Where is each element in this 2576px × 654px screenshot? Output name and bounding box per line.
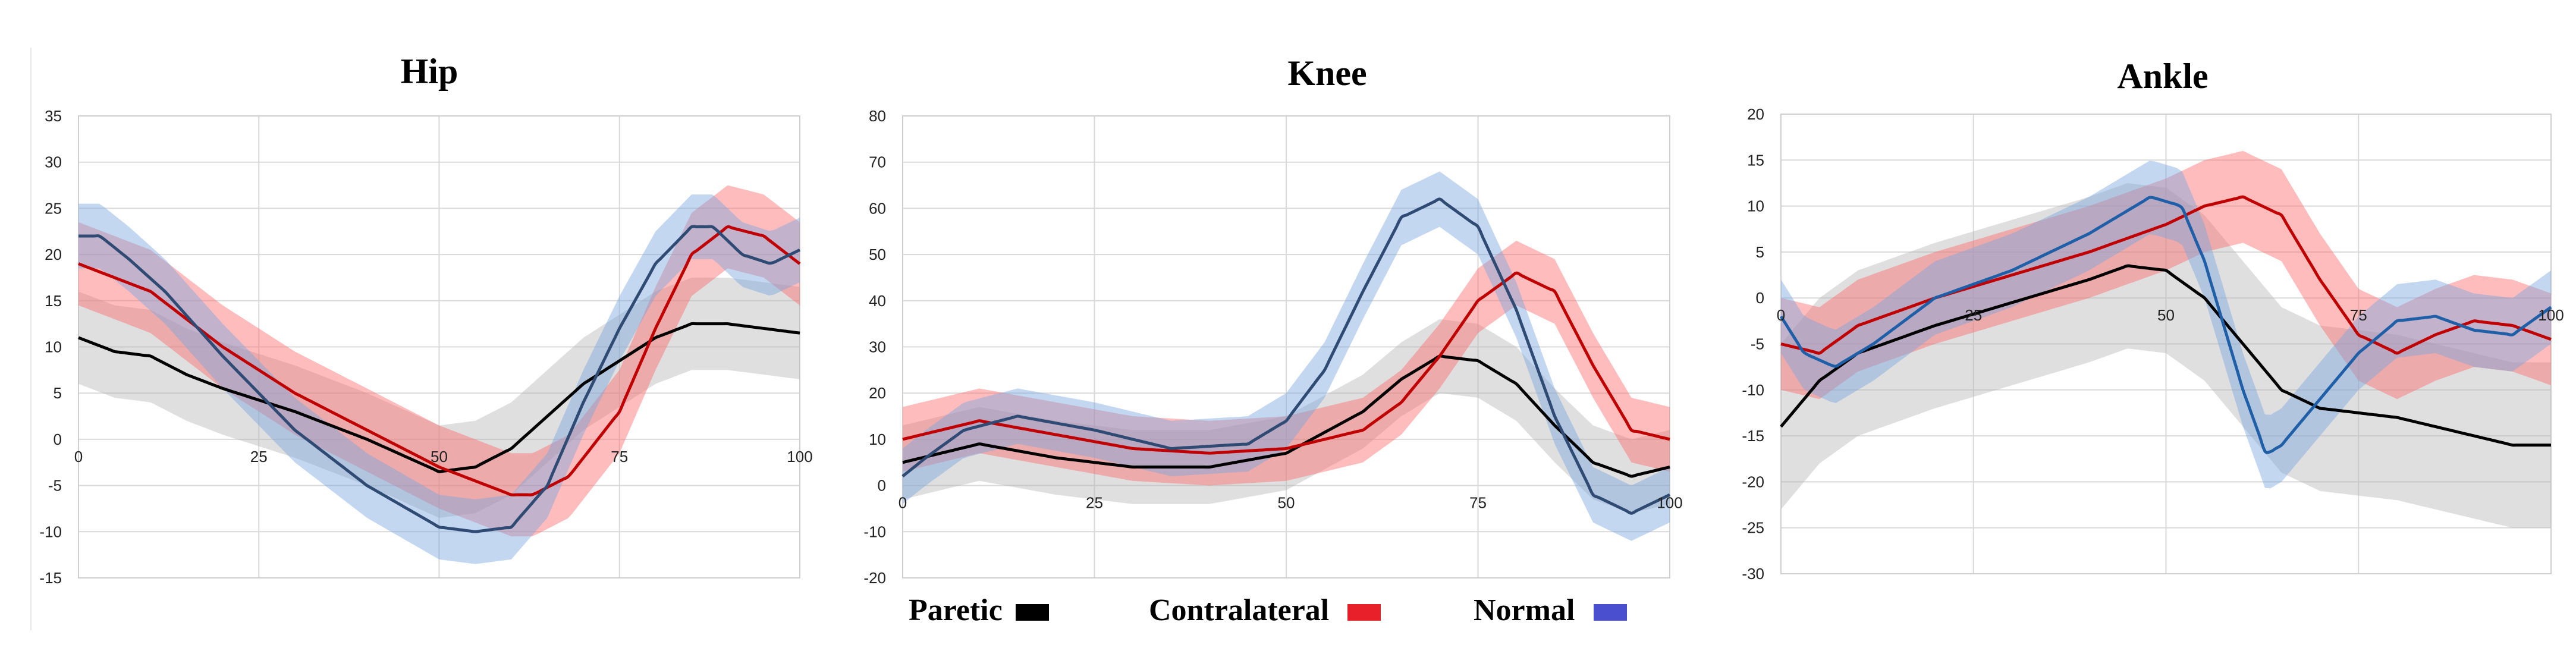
x-tick-label: 50 <box>431 448 448 466</box>
line-paretic <box>902 354 1670 478</box>
y-tick-label: -20 <box>863 569 886 587</box>
legend-label-paretic: Paretic <box>909 593 1003 627</box>
panel-hip: Hip -15 -10 -5 0 5 10 15 20 25 30 35 0 25 50 75 100 <box>39 52 812 587</box>
y-tick-label: -10 <box>1742 381 1764 399</box>
band-normal <box>78 194 800 564</box>
y-tick-label: 20 <box>1747 105 1764 123</box>
y-tick-label: 0 <box>1756 289 1764 307</box>
line-paretic <box>1780 264 2551 447</box>
x-tick-label: 100 <box>1657 494 1682 512</box>
band-contralateral <box>1781 150 2551 400</box>
y-tick-label: -5 <box>48 477 62 495</box>
y-tick-label: 15 <box>1747 151 1764 169</box>
legend-swatch-normal <box>1594 604 1627 621</box>
x-tick-label: 0 <box>899 494 907 512</box>
y-tick-label: -10 <box>39 523 62 540</box>
band-paretic <box>903 319 1670 514</box>
legend-swatch-contralateral <box>1347 604 1381 621</box>
x-tick-label: 0 <box>1777 306 1785 324</box>
y-tick-label: 10 <box>869 430 886 448</box>
line-paretic <box>78 322 800 473</box>
y-tick-label: -15 <box>39 569 62 587</box>
x-tick-label: 100 <box>787 448 812 466</box>
x-tick-label: 75 <box>1469 494 1487 512</box>
legend: Paretic Contralateral Normal <box>909 593 1627 627</box>
line-contralateral <box>902 271 1670 455</box>
y-tick-label: -5 <box>1751 335 1764 353</box>
y-tick-label: 20 <box>45 246 62 263</box>
y-tick-label: 10 <box>45 338 62 356</box>
y-tick-label: -15 <box>1742 427 1764 445</box>
x-tick-label: 0 <box>74 448 83 466</box>
chart-title: Knee <box>1287 54 1366 93</box>
y-tick-label: 35 <box>45 107 62 125</box>
band-normal <box>903 171 1670 541</box>
x-tick-label: 50 <box>1278 494 1295 512</box>
legend-label-contralateral: Contralateral <box>1149 593 1329 627</box>
chart-title: Ankle <box>2117 56 2208 96</box>
y-tick-label: 50 <box>869 246 886 263</box>
line-normal <box>901 197 1671 515</box>
y-tick-label: 60 <box>869 199 886 217</box>
y-tick-label: -25 <box>1742 519 1764 537</box>
band-contralateral <box>78 185 800 537</box>
x-tick-label: 75 <box>611 448 628 466</box>
y-tick-label: 25 <box>45 199 62 217</box>
y-tick-label: 0 <box>54 430 62 448</box>
x-tick-label: 25 <box>250 448 268 466</box>
panel-knee: Knee -20 -10 0 10 20 30 40 50 60 70 80 0 25 50 75 100 <box>863 54 1682 587</box>
chart-title: Hip <box>401 52 458 91</box>
line-normal <box>1779 196 2552 454</box>
band-paretic <box>1781 183 2551 528</box>
line-contralateral <box>1780 195 2552 355</box>
plot-frame <box>78 115 800 578</box>
y-tick-label: 10 <box>1747 197 1764 215</box>
band-paretic <box>78 277 800 518</box>
y-tick-label: 5 <box>54 384 62 402</box>
legend-label-normal: Normal <box>1474 593 1575 627</box>
x-tick-label: 75 <box>2350 306 2367 324</box>
y-tick-label: -10 <box>863 523 886 540</box>
y-tick-label: 40 <box>869 292 886 310</box>
x-tick-label: 50 <box>2157 306 2175 324</box>
y-tick-label: 0 <box>878 477 886 495</box>
legend-swatch-paretic <box>1016 604 1049 621</box>
y-tick-label: 30 <box>45 153 62 171</box>
y-tick-label: 20 <box>869 384 886 402</box>
y-tick-label: 80 <box>869 107 886 125</box>
y-tick-label: 30 <box>869 338 886 356</box>
plot-frame <box>902 115 1670 578</box>
x-tick-label: 25 <box>1086 494 1103 512</box>
panel-ankle: Ankle -30 -25 -20 -15 -10 -5 0 5 10 15 20 0 25 50 75 100 <box>1742 56 2564 583</box>
x-tick-label: 100 <box>2538 306 2564 324</box>
line-normal <box>78 225 801 533</box>
x-tick-label: 25 <box>1965 306 1982 324</box>
y-tick-label: 15 <box>45 292 62 310</box>
y-tick-label: 70 <box>869 153 886 171</box>
y-tick-label: -20 <box>1742 473 1764 491</box>
y-tick-label: -30 <box>1742 565 1764 583</box>
y-tick-label: 5 <box>1756 243 1764 261</box>
